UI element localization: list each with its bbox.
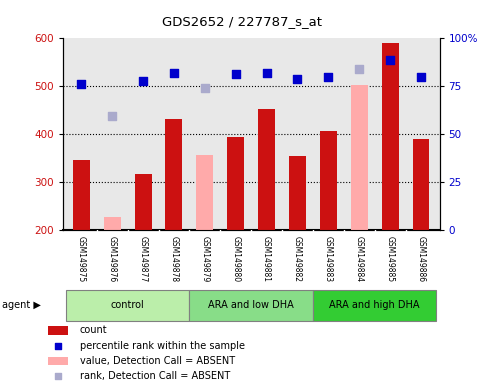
Bar [227, 137, 244, 230]
Point [417, 74, 425, 80]
Point [355, 66, 363, 72]
Text: GSM149884: GSM149884 [355, 236, 364, 282]
Point [54, 343, 62, 349]
Point [139, 78, 147, 84]
Bar [135, 174, 152, 230]
Text: ARA and low DHA: ARA and low DHA [208, 300, 294, 310]
Bar [104, 217, 121, 230]
Point [170, 70, 178, 76]
Bar [66, 290, 189, 321]
Point [77, 81, 85, 87]
Point [108, 113, 116, 119]
Bar [351, 85, 368, 230]
Bar [412, 139, 429, 230]
Text: GSM149881: GSM149881 [262, 236, 271, 282]
Bar [189, 290, 313, 321]
Text: GDS2652 / 227787_s_at: GDS2652 / 227787_s_at [161, 15, 322, 28]
Bar [258, 109, 275, 230]
Bar [166, 119, 183, 230]
Text: value, Detection Call = ABSENT: value, Detection Call = ABSENT [80, 356, 235, 366]
Point [263, 70, 270, 76]
Text: GSM149877: GSM149877 [139, 236, 148, 282]
Bar [73, 160, 90, 230]
Point [54, 373, 62, 379]
Text: GSM149879: GSM149879 [200, 236, 209, 282]
Text: GSM149882: GSM149882 [293, 236, 302, 282]
Bar [313, 290, 437, 321]
Bar [48, 357, 69, 365]
Text: GSM149885: GSM149885 [385, 236, 395, 282]
Point [325, 74, 332, 80]
Text: GSM149880: GSM149880 [231, 236, 240, 282]
Text: rank, Detection Call = ABSENT: rank, Detection Call = ABSENT [80, 371, 230, 381]
Bar [289, 156, 306, 230]
Text: GSM149886: GSM149886 [416, 236, 426, 282]
Text: count: count [80, 325, 108, 335]
Bar [320, 131, 337, 230]
Text: GSM149878: GSM149878 [170, 236, 178, 282]
Text: ARA and high DHA: ARA and high DHA [329, 300, 420, 310]
Text: GSM149876: GSM149876 [108, 236, 117, 282]
Text: agent ▶: agent ▶ [2, 300, 41, 310]
Text: GSM149875: GSM149875 [77, 236, 86, 282]
Text: GSM149883: GSM149883 [324, 236, 333, 282]
Point [201, 85, 209, 91]
Point [294, 76, 301, 82]
Point [386, 56, 394, 63]
Bar [197, 154, 213, 230]
Bar [48, 326, 69, 334]
Bar [382, 43, 398, 230]
Point [232, 71, 240, 77]
Text: control: control [111, 300, 144, 310]
Text: percentile rank within the sample: percentile rank within the sample [80, 341, 245, 351]
